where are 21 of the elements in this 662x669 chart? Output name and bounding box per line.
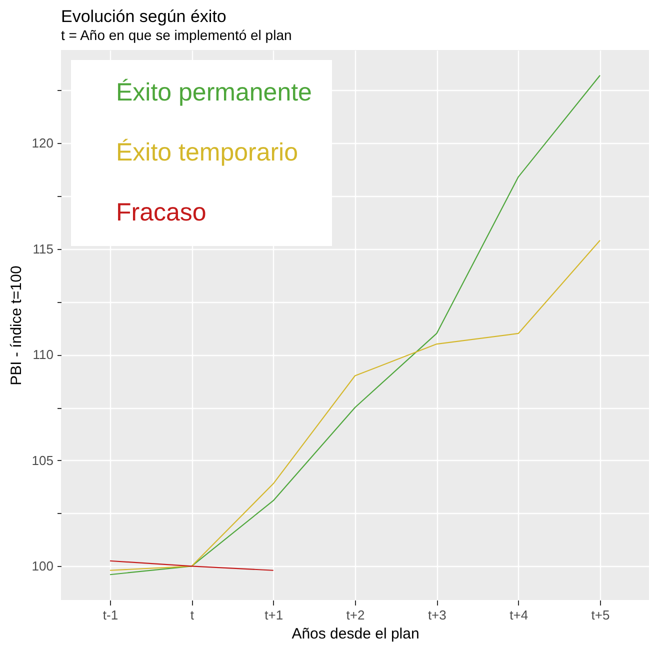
text: Fracaso [116,198,206,226]
x-tick-label: t+2 [346,608,365,622]
x-axis-title: Años desde el plan [292,626,420,642]
y-tick-label: 100 [32,558,54,574]
text: Éxito permanente [116,78,312,106]
y-tick-label: 120 [32,136,54,151]
text: Éxito temporario [116,138,298,166]
chart-title: Evolución según éxito [61,7,226,26]
line-series [109,74,601,576]
x-tick-label: t+5 [591,608,610,622]
x-tick-label: t+1 [264,608,284,622]
chart-subtitle: t = Año en que se implementó el plan [61,27,292,43]
x-tick-label: t+3 [428,608,446,622]
x-tick-label: t-1 [102,608,118,622]
y-axis-title: PBI - índice t=100 [8,266,25,386]
x-tick-label: t [190,608,194,622]
y-tick-label: 105 [32,452,54,468]
x-tick-label: t+4 [510,608,528,622]
y-tick-label: 115 [32,241,54,256]
line-series [109,240,601,571]
y-tick-label: 110 [32,347,54,362]
